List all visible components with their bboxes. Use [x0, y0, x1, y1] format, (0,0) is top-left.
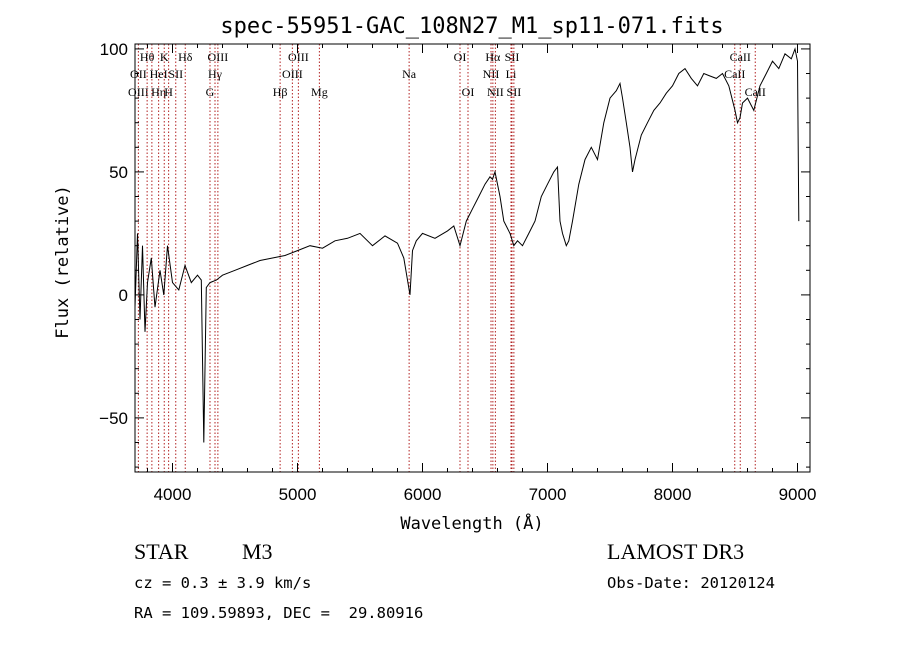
x-tick-label-5: 9000: [779, 485, 817, 504]
x-axis-label: Wavelength (Å): [400, 512, 543, 534]
line-label-4-0: K: [160, 50, 169, 64]
line-label-14-0: Mg: [311, 85, 328, 99]
y-tick-label-1: 0: [119, 286, 128, 305]
line-label-18-0: NII: [483, 67, 500, 81]
line-label-9-0: Hγ: [208, 67, 223, 81]
x-tick-label-3: 7000: [529, 485, 567, 504]
line-label-22-0: SII: [505, 50, 520, 64]
line-label-21-0: Li: [506, 67, 517, 81]
line-label-3-0: HeI: [150, 67, 168, 81]
line-label-10-0: OIII: [208, 50, 229, 64]
line-label-1-0: Hθ: [140, 50, 155, 64]
line-label-3-1: Hη: [151, 85, 166, 99]
line-label-24-0: CaII: [724, 67, 745, 81]
line-label-16-0: OI: [454, 50, 467, 64]
line-label-17-0: OI: [462, 85, 475, 99]
x-axis-ticks: 4000 5000 6000 7000 8000 9000: [147, 44, 817, 504]
y-axis-label: Flux (relative): [53, 185, 73, 339]
line-label-23-0: SII: [507, 85, 522, 99]
line-label-0-1: OIII: [128, 85, 149, 99]
redshift-cz: cz = 0.3 ± 3.9 km/s: [134, 574, 312, 592]
line-label-8-0: G: [206, 85, 215, 99]
x-tick-label-0: 4000: [154, 485, 192, 504]
line-label-26-0: CaII: [745, 85, 766, 99]
line-label-6-0: SII: [168, 67, 183, 81]
spectrum-series: [134, 47, 800, 443]
line-markers: OIIOIIIHθHeIHηKHSIIHδGHγOIIIHβOIIIOIIIMg…: [128, 44, 766, 472]
series-line-0: [134, 47, 800, 443]
survey-name: LAMOST DR3: [607, 539, 745, 564]
y-tick-label-2: 50: [109, 163, 128, 182]
line-label-19-0: Hα: [485, 50, 501, 64]
x-tick-label-2: 6000: [404, 485, 442, 504]
line-label-13-0: OIII: [288, 50, 309, 64]
ra-dec: RA = 109.59893, DEC = 29.80916: [134, 604, 424, 622]
line-label-5-0: H: [164, 85, 173, 99]
y-axis-ticks: −50 0 50 100: [99, 40, 810, 468]
y-tick-label-3: 100: [100, 40, 128, 59]
x-tick-label-1: 5000: [279, 485, 317, 504]
chart-title: spec-55951-GAC_108N27_M1_sp11-071.fits: [220, 14, 723, 39]
line-label-25-0: CaII: [730, 50, 751, 64]
line-label-20-0: NII: [487, 85, 504, 99]
line-label-7-0: Hδ: [178, 50, 193, 64]
line-label-15-0: Na: [402, 67, 417, 81]
line-label-11-0: Hβ: [273, 85, 288, 99]
x-tick-label-4: 8000: [654, 485, 692, 504]
line-label-12-0: OIII: [282, 67, 303, 81]
object-subclass: M3: [242, 539, 273, 564]
y-tick-label-0: −50: [99, 409, 128, 428]
object-class: STAR: [134, 539, 189, 564]
observation-date: Obs-Date: 20120124: [607, 574, 775, 592]
plot-frame: [134, 43, 811, 473]
